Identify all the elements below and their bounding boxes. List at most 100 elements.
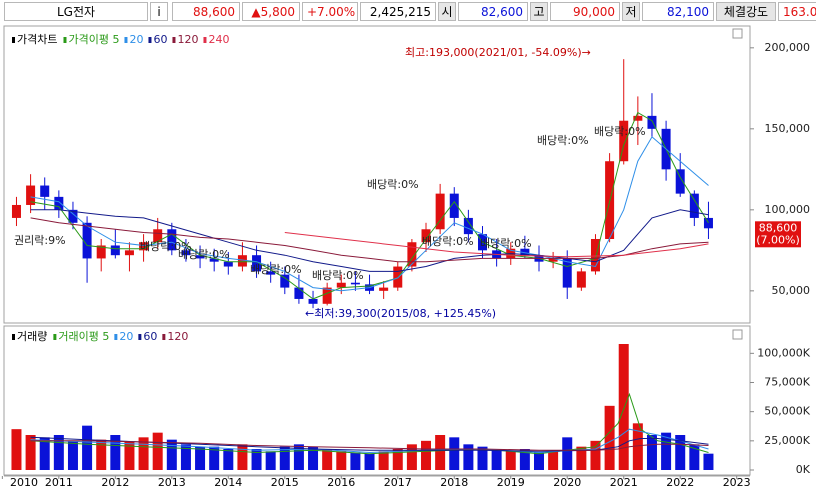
annotation: 권리락:9% <box>14 234 66 247</box>
volume-bar <box>53 435 64 470</box>
x-tick-label: 2022 <box>666 476 694 489</box>
legend-label: 60 <box>153 33 167 46</box>
volume-bar <box>195 446 206 470</box>
candle-body <box>576 271 586 288</box>
volume-bar <box>491 449 502 470</box>
volume-bar <box>576 446 587 470</box>
volume-bar <box>336 451 347 470</box>
legend-label: 가격이평 5 <box>68 33 119 46</box>
candle-body <box>209 258 219 262</box>
header-field[interactable]: i <box>150 2 168 21</box>
volume-bar <box>180 444 191 470</box>
volume-bar <box>661 432 672 470</box>
legend-label: 120 <box>167 330 188 343</box>
header-field: LG전자 <box>4 2 148 21</box>
volume-bar <box>138 437 149 470</box>
header-field: 저 <box>622 2 640 21</box>
volume-bar <box>392 449 403 470</box>
x-tick-label: 2017 <box>384 476 412 489</box>
legend-label: 120 <box>177 33 198 46</box>
candle-body <box>153 229 163 243</box>
panel-button[interactable] <box>732 329 743 340</box>
volume-bar <box>251 449 262 470</box>
header-field: +7.00% <box>302 2 358 21</box>
volume-bar <box>505 451 516 470</box>
header-field: 체결강도 <box>716 2 776 21</box>
legend-swatch <box>12 334 15 340</box>
annotation: 배당락:0% <box>537 134 589 147</box>
header-field: 고 <box>530 2 548 21</box>
candle-body <box>590 238 600 272</box>
volume-bar <box>293 444 304 470</box>
volume-bar <box>166 439 177 470</box>
volume-bar <box>519 449 530 470</box>
volume-bar <box>463 444 474 470</box>
volume-bar <box>632 423 643 470</box>
y-tick-label: 100,000 <box>765 203 811 216</box>
y-tick-label: 50,000K <box>764 405 810 418</box>
ma-line <box>30 111 709 300</box>
candle-body <box>294 287 304 299</box>
legend-label: 20 <box>129 33 143 46</box>
x-tick-label: 2010 <box>10 476 38 489</box>
header-field: 90,000 <box>550 2 620 21</box>
volume-bar <box>25 435 36 470</box>
annotation: 배당락:0% <box>422 235 474 248</box>
ma-line <box>30 436 709 452</box>
last-price: 88,600 <box>759 221 798 234</box>
volume-bar <box>477 446 488 470</box>
volume-bar <box>124 442 135 470</box>
x-tick-label: 2019 <box>497 476 525 489</box>
y-tick-label: 0K <box>796 463 811 476</box>
volume-bar <box>646 435 657 470</box>
header-field: 2,425,215 <box>360 2 436 21</box>
annotation: 배당락:0% <box>178 248 230 261</box>
candle-body <box>110 245 120 256</box>
ma-line <box>30 440 709 451</box>
header-field: 163.0 <box>778 2 816 21</box>
x-tick-label: 2011 <box>45 476 73 489</box>
x-tick-label: 2012 <box>101 476 129 489</box>
candle-body <box>280 274 290 288</box>
legend-swatch <box>63 37 67 43</box>
legend-label: 20 <box>119 330 133 343</box>
volume-bar <box>689 444 700 470</box>
candle-body <box>195 255 205 259</box>
volume-bar <box>82 425 93 470</box>
legend-swatch <box>114 334 118 340</box>
annotation: 배당락:0% <box>250 263 302 276</box>
candle-body <box>435 193 445 230</box>
legend-swatch <box>124 37 128 43</box>
candle-body <box>266 271 276 275</box>
volume-bar <box>435 435 446 470</box>
candle-body <box>379 287 389 291</box>
panel-button[interactable] <box>732 28 743 39</box>
candle-body <box>11 204 21 218</box>
volume-bar <box>675 435 686 470</box>
candle-body <box>124 250 134 256</box>
candle-body <box>181 250 191 256</box>
volume-bar <box>350 452 361 470</box>
volume-bar <box>378 451 389 470</box>
candle-body <box>336 282 346 288</box>
candle-body <box>350 282 360 285</box>
last-price-box <box>755 221 801 248</box>
candle-body <box>223 261 233 267</box>
candle-body <box>68 209 78 223</box>
candle-body <box>54 196 64 210</box>
candle-body <box>322 287 332 304</box>
volume-bar <box>209 446 220 470</box>
y-tick-label: 100,000K <box>757 346 810 359</box>
candle-body <box>520 248 530 256</box>
candle-body <box>633 115 643 121</box>
volume-bar <box>618 344 629 470</box>
ma-line <box>284 232 709 258</box>
volume-bar <box>449 437 460 470</box>
candle-body <box>308 298 318 304</box>
legend-swatch <box>203 37 207 43</box>
x-tick-label: 2016 <box>327 476 355 489</box>
x-tick-label: 2018 <box>440 476 468 489</box>
legend-swatch <box>53 334 57 340</box>
y-tick-label: 200,000 <box>765 41 811 54</box>
